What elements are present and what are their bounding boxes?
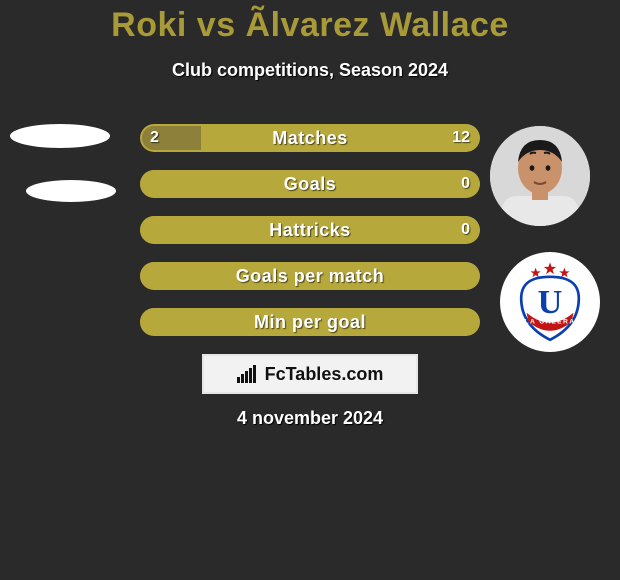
stat-bar-right-value: 0 [461, 216, 470, 244]
stat-bar-label: Min per goal [140, 308, 480, 336]
club-badge: U LA CALERA [500, 252, 600, 352]
stat-bar: Matches2 12 [140, 124, 480, 152]
svg-text:U: U [538, 284, 563, 321]
stat-bar-right-value: 0 [461, 170, 470, 198]
club-badge-svg: U LA CALERA [505, 257, 595, 347]
player-avatar-svg [490, 126, 590, 226]
stat-bar-label: Goals [140, 170, 480, 198]
left-placeholder-1 [10, 124, 110, 148]
stat-bar: Min per goal [140, 308, 480, 336]
stat-bar: Hattricks0 [140, 216, 480, 244]
left-placeholder-2 [26, 180, 116, 202]
club-badge-arc-text: LA CALERA [525, 319, 576, 326]
subtitle: Club competitions, Season 2024 [0, 60, 620, 81]
player-avatar [490, 126, 590, 226]
page-title: Roki vs Ãlvarez Wallace [0, 6, 620, 45]
stat-bar-left-value: 2 [150, 124, 159, 152]
watermark-text: FcTables.com [265, 364, 384, 385]
stat-bar: Goals0 [140, 170, 480, 198]
stat-bar-right-value: 12 [452, 124, 470, 152]
stat-bar-label: Matches [140, 124, 480, 152]
stat-bars: Matches212Goals0Hattricks0Goals per matc… [140, 124, 480, 336]
stat-bar: Goals per match [140, 262, 480, 290]
watermark: FcTables.com [202, 354, 418, 394]
stat-bar-label: Goals per match [140, 262, 480, 290]
date-line: 4 november 2024 [0, 408, 620, 429]
stat-bar-label: Hattricks [140, 216, 480, 244]
chart-bars-icon [237, 365, 259, 383]
